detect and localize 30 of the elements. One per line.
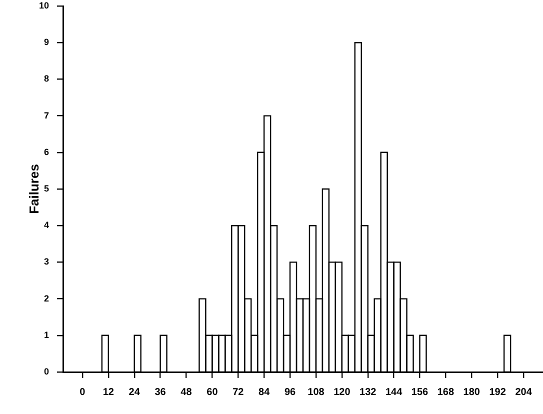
- y-tick-label: 1: [44, 330, 49, 340]
- x-tick-label: 144: [385, 386, 403, 398]
- x-tick-label: 156: [411, 386, 429, 398]
- x-tick-label: 84: [258, 386, 270, 398]
- y-tick-label: 8: [44, 74, 49, 84]
- y-tick-label: 3: [44, 256, 49, 267]
- x-tick-label: 192: [489, 386, 506, 398]
- x-tick-label: 108: [308, 386, 325, 398]
- x-tick-label: 132: [360, 386, 377, 398]
- x-tick-label: 96: [284, 386, 296, 398]
- y-tick-label: 10: [38, 0, 49, 10]
- y-tick-label: 6: [44, 146, 49, 157]
- x-tick-label: 12: [102, 386, 114, 398]
- y-tick-label: 5: [44, 183, 49, 194]
- y-tick-label: 7: [44, 110, 49, 120]
- x-tick-label: 36: [154, 386, 166, 398]
- y-tick-label: 2: [44, 293, 49, 304]
- x-tick-label: 72: [232, 386, 244, 398]
- y-tick-label: 9: [44, 37, 49, 48]
- x-tick-label: 0: [80, 386, 86, 398]
- x-tick-label: 48: [180, 386, 192, 398]
- y-tick-label: 0: [44, 366, 49, 376]
- y-axis-title: Failures: [26, 164, 42, 214]
- y-tick-label: 4: [44, 220, 49, 230]
- x-tick-label: 204: [515, 386, 532, 398]
- x-tick-label: 24: [128, 386, 140, 398]
- x-tick-label: 120: [334, 386, 351, 398]
- x-tick-label: 60: [206, 386, 218, 398]
- x-tick-label: 180: [463, 386, 480, 398]
- x-tick-label: 168: [437, 386, 454, 398]
